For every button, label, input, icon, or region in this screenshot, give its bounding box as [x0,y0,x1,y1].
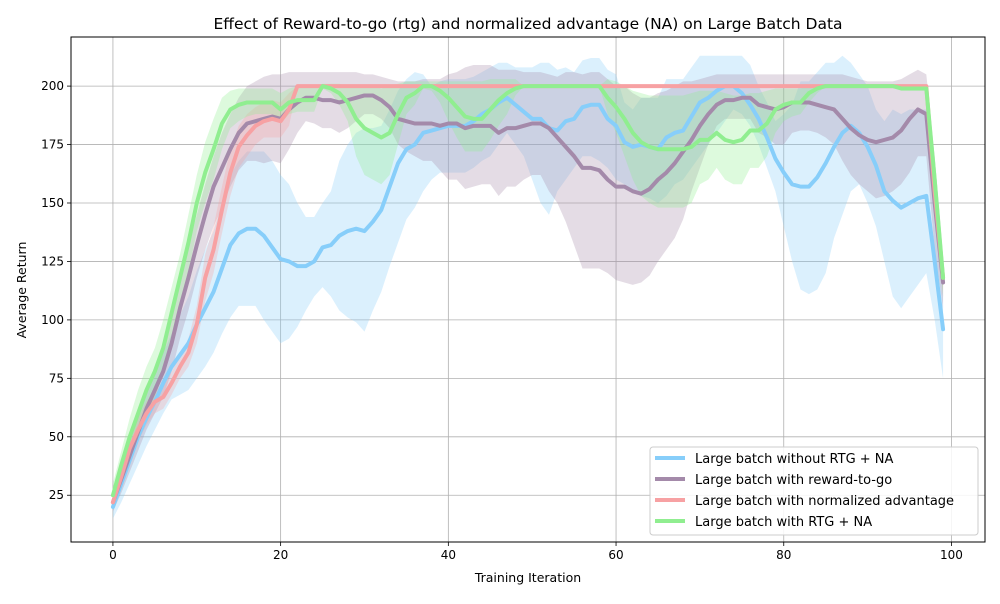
x-tick-label: 20 [273,548,288,562]
line-layer [110,84,946,509]
y-tick-label: 25 [49,488,64,502]
x-axis-label: Training Iteration [474,570,581,585]
y-tick-label: 175 [41,138,64,152]
series-line-large-batch-with-reward-to-go [110,93,946,505]
chart-title: Effect of Reward-to-go (rtg) and normali… [213,15,842,33]
x-tick-label: 0 [109,548,117,562]
y-tick-label: 50 [49,430,64,444]
y-tick-label: 150 [41,196,64,210]
legend-label: Large batch with reward-to-go [695,473,892,488]
band-layer [112,55,944,519]
x-tick-label: 80 [776,548,791,562]
y-tick-label: 125 [41,254,64,268]
y-tick-label: 75 [49,371,64,385]
x-tick-label: 100 [940,548,963,562]
y-tick-label: 100 [41,313,64,327]
series-line-large-batch-with-rtg-na [110,84,946,498]
legend: Large batch without RTG + NA Large batch … [649,446,979,536]
series-line-large-batch-without-rtg-na [110,84,946,509]
legend-label: Large batch without RTG + NA [695,452,894,467]
legend-items: Large batch without RTG + NA Large batch … [655,452,954,530]
legend-label: Large batch with normalized advantage [695,494,954,509]
legend-label: Large batch with RTG + NA [695,515,872,530]
tick-layer: 0 20 40 60 80 100 25 50 75 100 125 150 175 200 [41,79,963,562]
x-tick-label: 40 [441,548,456,562]
legend-box [649,446,979,536]
y-tick-label: 200 [41,79,64,93]
band-large-batch-with-reward-to-go [112,65,944,512]
y-axis-label: Average Return [14,242,29,339]
plot-frame [70,36,986,543]
band-large-batch-without-rtg-na [112,55,944,519]
x-tick-label: 60 [608,548,623,562]
